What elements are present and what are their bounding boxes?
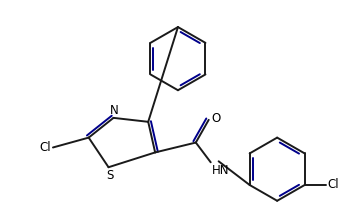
Text: Cl: Cl xyxy=(39,141,51,154)
Text: HN: HN xyxy=(212,164,229,177)
Text: S: S xyxy=(106,169,113,182)
Text: N: N xyxy=(110,104,119,117)
Text: Cl: Cl xyxy=(327,178,339,192)
Text: O: O xyxy=(212,112,221,125)
